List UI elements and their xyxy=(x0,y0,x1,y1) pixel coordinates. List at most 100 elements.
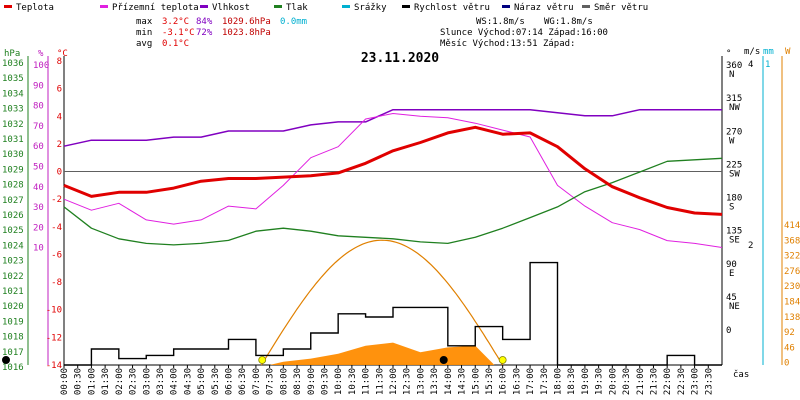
axis-label-mm: mm xyxy=(763,47,774,57)
tick-temperature: -8 xyxy=(51,278,62,288)
legend-swatch xyxy=(100,5,108,8)
stats-temperature: 0.1°C xyxy=(162,39,189,49)
tick-time: 01:30 xyxy=(101,368,111,395)
stats-rain: 0.0mm xyxy=(280,17,307,27)
legend-swatch xyxy=(342,5,350,8)
tick-pressure: 1025 xyxy=(2,226,24,236)
legend-swatch xyxy=(4,5,12,8)
series-pressure xyxy=(63,157,723,246)
tick-solar: 322 xyxy=(784,252,800,262)
stats-block: max 3.2°C 84% 1029.6hPa 0.0mm min -3.1°C 72% 102… xyxy=(136,17,307,49)
series-humidity xyxy=(63,108,722,147)
sunrise-marker xyxy=(258,356,267,364)
tick-pressure: 1020 xyxy=(2,302,24,312)
tick-temperature: 6 xyxy=(57,85,62,95)
stats-humidity: 84% xyxy=(196,17,213,27)
legend-label: Vlhkost xyxy=(212,3,250,13)
tick-humidity: 30 xyxy=(33,203,44,213)
tick-pressure: 1035 xyxy=(2,74,24,84)
tick-direction: 135 xyxy=(726,227,742,237)
tick-time: 05:30 xyxy=(211,368,221,395)
tick-pressure: 1029 xyxy=(2,165,24,175)
tick-time: 04:00 xyxy=(170,368,180,395)
legend-label: Přízemní teplota xyxy=(112,3,199,13)
series-temperature xyxy=(63,125,723,216)
tick-direction: 315 xyxy=(726,94,742,104)
axis-label-pct: % xyxy=(38,49,44,59)
tick-time: 17:00 xyxy=(526,368,536,395)
legend-swatch xyxy=(582,5,590,8)
legend-label: Tlak xyxy=(286,3,308,13)
tick-temperature: -2 xyxy=(51,195,62,205)
tick-time: 23:30 xyxy=(704,368,714,395)
info-moon: Měsíc Východ:13:51 Západ: xyxy=(440,39,575,49)
tick-pressure: 1017 xyxy=(2,348,24,358)
legend-swatch xyxy=(502,5,510,8)
tick-pressure: 1016 xyxy=(2,363,24,373)
tick-time: 06:30 xyxy=(238,368,248,395)
tick-time: 17:30 xyxy=(540,368,550,395)
tick-time: 19:00 xyxy=(581,368,591,395)
tick-time: 09:00 xyxy=(307,368,317,395)
info-ws: WS:1.8m/s xyxy=(476,17,525,27)
axis-label-w: W xyxy=(785,47,791,57)
tick-pressure: 1034 xyxy=(2,89,24,99)
tick-time: 02:00 xyxy=(115,368,125,395)
tick-humidity: 70 xyxy=(33,122,44,132)
tick-time: 16:00 xyxy=(499,368,509,395)
legend-label: Rychlost větru xyxy=(414,3,490,13)
tick-solar: 276 xyxy=(784,267,800,277)
tick-pressure: 1036 xyxy=(2,59,24,69)
info-sun: Slunce Východ:07:14 Západ:16:00 xyxy=(440,28,608,38)
tick-time: 06:00 xyxy=(225,368,235,395)
tick-solar: 0 xyxy=(784,359,789,369)
legend-label: Srážky xyxy=(354,3,387,13)
sunset-marker xyxy=(498,356,507,364)
axis-label-hpa: hPa xyxy=(4,49,20,59)
tick-time: 20:00 xyxy=(608,368,618,395)
chart-title: 23.11.2020 xyxy=(361,51,439,66)
tick-labels: hPa% °C ° m/s mm Wčas103610351034103310321031… xyxy=(2,47,800,395)
tick-direction: 270 xyxy=(726,127,742,137)
tick-time: 15:00 xyxy=(471,368,481,395)
tick-mm: 1 xyxy=(765,60,770,70)
tick-time: 22:00 xyxy=(663,368,673,395)
legend-label: Náraz větru xyxy=(514,3,574,13)
tick-time: 10:30 xyxy=(348,368,358,395)
tick-pressure: 1022 xyxy=(2,272,24,282)
tick-humidity: 10 xyxy=(33,244,44,254)
tick-temperature: -4 xyxy=(51,223,62,233)
legend-swatch xyxy=(402,5,410,8)
tick-time: 12:00 xyxy=(389,368,399,395)
axis-label-c: °C xyxy=(57,49,68,59)
tick-time: 12:30 xyxy=(403,368,413,395)
tick-time: 01:00 xyxy=(87,368,97,395)
tick-time: 09:30 xyxy=(320,368,330,395)
tick-direction-name: SW xyxy=(729,169,740,179)
moon-marker xyxy=(2,356,10,364)
tick-time: 14:30 xyxy=(458,368,468,395)
stats-pressure: 1029.6hPa xyxy=(222,17,271,27)
stats-label: max xyxy=(136,17,153,27)
tick-time: 21:00 xyxy=(636,368,646,395)
stats-pressure: 1023.8hPa xyxy=(222,28,271,38)
legend-swatch xyxy=(274,5,282,8)
tick-humidity: 40 xyxy=(33,183,44,193)
tick-pressure: 1028 xyxy=(2,181,24,191)
plot-area xyxy=(2,108,723,366)
tick-direction-name: E xyxy=(729,269,734,279)
tick-time: 18:30 xyxy=(567,368,577,395)
tick-pressure: 1031 xyxy=(2,135,24,145)
tick-time: 11:30 xyxy=(375,368,385,395)
tick-direction-name: SE xyxy=(729,236,740,246)
tick-pressure: 1033 xyxy=(2,105,24,115)
tick-time: 00:30 xyxy=(74,368,84,395)
tick-direction: 0 xyxy=(726,326,731,336)
series-ground-temperature xyxy=(63,113,723,248)
legend-label: Teplota xyxy=(16,3,54,13)
tick-solar: 92 xyxy=(784,328,795,338)
tick-temperature: -6 xyxy=(51,250,62,260)
tick-time: 07:00 xyxy=(252,368,262,395)
